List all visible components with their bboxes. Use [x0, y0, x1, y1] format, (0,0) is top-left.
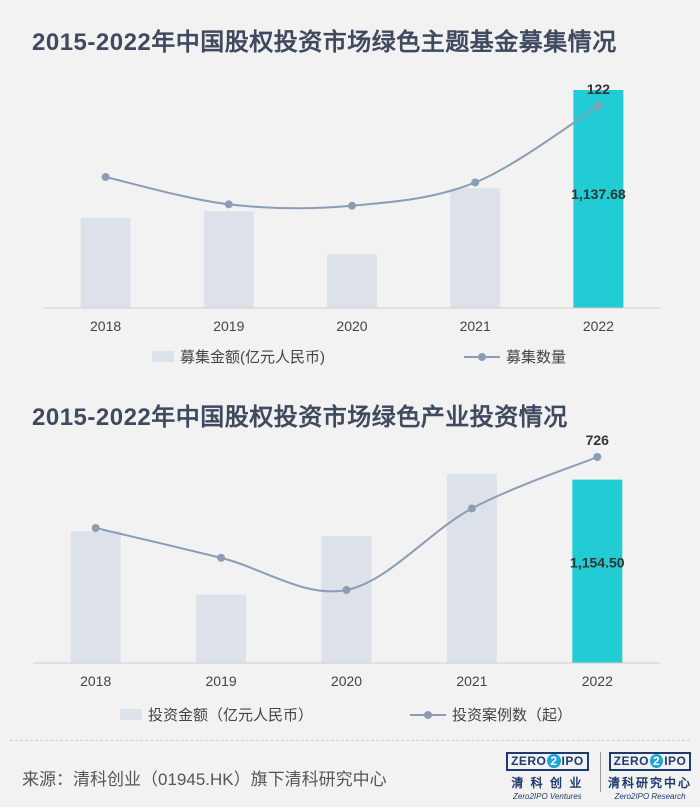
- legend-bar-swatch: [152, 351, 174, 362]
- bar-2018: [70, 531, 121, 663]
- line-point-2019: [224, 200, 233, 209]
- line-point-2018: [91, 524, 100, 533]
- logo-en: Zero2IPO Ventures: [513, 792, 582, 801]
- chart2-legend-line: 投资案例数（起）: [410, 704, 572, 725]
- x-tick-label: 2022: [583, 318, 614, 334]
- x-tick-label: 2021: [460, 318, 491, 334]
- x-tick-label: 2019: [213, 318, 244, 334]
- logo-mark: ZERO 2 IPO: [608, 752, 692, 771]
- logo-mark: ZERO 2 IPO: [506, 752, 589, 771]
- legend-line-label: 募集数量: [506, 349, 567, 366]
- line-value-label: 726: [586, 432, 610, 448]
- footer-divider: [10, 740, 690, 741]
- x-tick-label: 2018: [80, 673, 111, 689]
- bar-value-label: 1,154.50: [570, 555, 625, 571]
- x-tick-label: 2020: [331, 673, 362, 689]
- bar-2020: [327, 254, 377, 308]
- bar-2018: [80, 217, 131, 308]
- line-point-2021: [467, 504, 476, 513]
- line-value-label: 122: [587, 81, 611, 97]
- legend-line-swatch: [464, 352, 500, 361]
- bar-value-label: 1,137.68: [571, 186, 626, 202]
- chart1-plot: 1,137.68 2018 2019 2020 2021 2022 122: [44, 81, 660, 334]
- legend-line-label: 投资案例数（起）: [452, 707, 573, 724]
- chart1-legend-line: 募集数量: [464, 346, 566, 367]
- chart2-legend-bar: 投资金额（亿元人民币）: [120, 704, 313, 725]
- line-point-2020: [348, 201, 356, 210]
- x-tick-label: 2022: [582, 673, 613, 689]
- line-point-2022: [593, 453, 602, 461]
- logo-en: Zero2IPO Research: [614, 792, 686, 801]
- bar-2022: [573, 90, 624, 308]
- logo-cn: 清 科 创 业: [511, 776, 584, 790]
- chart2-title: 2015-2022年中国股权投资市场绿色产业投资情况: [32, 404, 568, 431]
- logo-separator: [600, 752, 601, 792]
- line-point-2022: [594, 102, 603, 110]
- source-text: 来源：清科创业（01945.HK）旗下清科研究中心: [22, 770, 387, 789]
- legend-bar-label: 投资金额（亿元人民币）: [148, 707, 314, 724]
- bar-2020: [321, 535, 372, 663]
- legend-bar-label: 募集金额(亿元人民币): [180, 349, 325, 366]
- bar-2021: [446, 474, 497, 663]
- logo-cn: 清科研究中心: [608, 776, 693, 790]
- line-point-2019: [217, 553, 226, 562]
- chart2-plot: 1,154.50 2018 2019 2020 2021 2022 726: [33, 432, 660, 689]
- zero2ipo-research-logo: ZERO 2 IPO 清科研究中心 Zero2IPO Research: [608, 752, 692, 801]
- legend-line-swatch: [410, 710, 446, 719]
- line-point-2021: [471, 178, 480, 187]
- x-tick-label: 2020: [336, 318, 367, 334]
- line-point-2020: [342, 586, 351, 594]
- legend-bar-swatch: [120, 709, 142, 720]
- zero2ipo-ventures-logo: ZERO 2 IPO 清 科 创 业 Zero2IPO Ventures: [506, 752, 589, 801]
- x-tick-label: 2021: [456, 673, 487, 689]
- chart1-title: 2015-2022年中国股权投资市场绿色主题基金募集情况: [32, 29, 617, 56]
- bar-2022: [572, 479, 623, 663]
- line-point-2018: [101, 173, 110, 182]
- x-tick-label: 2018: [90, 318, 121, 334]
- x-tick-label: 2019: [206, 673, 237, 689]
- bar-2019: [196, 594, 247, 663]
- bar-2021: [450, 188, 501, 308]
- chart1-legend-bar: 募集金额(亿元人民币): [152, 346, 325, 367]
- bar-2019: [203, 211, 254, 308]
- series-line: [105, 105, 599, 210]
